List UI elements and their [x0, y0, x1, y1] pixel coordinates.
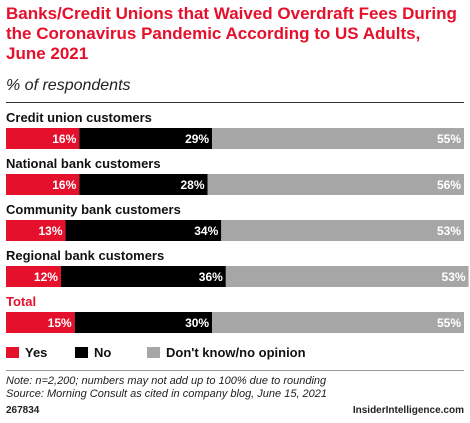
bar-national-bank-customers-don-t-know-no-opinion	[207, 174, 464, 195]
bar-community-bank-customers-don-t-know-no-opinion	[221, 220, 464, 241]
chart-id: 267834	[6, 405, 40, 416]
bar-regional-bank-customers-don-t-know-no-opinion	[225, 266, 469, 287]
category-label-regional-bank-customers: Regional bank customers	[6, 248, 164, 263]
data-label-community-bank-customers-no: 34%	[194, 224, 218, 238]
legend-item-yes: Yes	[6, 345, 47, 360]
note-line: Note: n=2,200; numbers may not add up to…	[6, 375, 327, 387]
data-label-regional-bank-customers-no: 36%	[199, 270, 223, 284]
legend-label-no: No	[94, 345, 112, 360]
data-label-national-bank-customers-no: 28%	[180, 178, 204, 192]
data-label-credit-union-customers-don-t-know-no-opinion: 55%	[437, 132, 461, 146]
bottom-divider	[6, 370, 464, 371]
bar-community-bank-customers-yes	[6, 220, 66, 241]
bar-regional-bank-customers-no	[60, 266, 226, 287]
data-label-regional-bank-customers-yes: 12%	[34, 270, 58, 284]
bar-total-no	[74, 312, 213, 333]
bar-total-don-t-know-no-opinion	[212, 312, 464, 333]
legend-swatch-yes	[6, 347, 19, 358]
data-label-community-bank-customers-don-t-know-no-opinion: 53%	[437, 224, 461, 238]
brand-logo-text: InsiderIntelligence.com	[352, 405, 464, 416]
bar-credit-union-customers-yes	[6, 128, 80, 149]
data-label-total-no: 30%	[185, 316, 209, 330]
legend-swatch-dont-know	[147, 347, 160, 358]
data-label-national-bank-customers-don-t-know-no-opinion: 56%	[437, 178, 461, 192]
legend-item-no: No	[75, 345, 111, 360]
bar-credit-union-customers-no	[79, 128, 213, 149]
legend-label-yes: Yes	[25, 345, 48, 360]
bar-regional-bank-customers-yes	[6, 266, 61, 287]
chart-subtitle: % of respondents	[6, 77, 131, 94]
stacked-bar-chart: Credit union customers 16% 29% 55% National …	[6, 110, 469, 333]
data-label-national-bank-customers-yes: 16%	[52, 178, 76, 192]
data-label-credit-union-customers-yes: 16%	[52, 132, 76, 146]
chart-title: Banks/Credit Unions that Waived Overdraf…	[6, 4, 457, 63]
source-note: Note: n=2,200; numbers may not add up to…	[6, 375, 327, 401]
legend-label-dont-know: Don't know/no opinion	[166, 345, 306, 360]
legend-item-dont-know: Don't know/no opinion	[147, 345, 306, 360]
bar-total-yes	[6, 312, 75, 333]
category-label-credit-union-customers: Credit union customers	[6, 110, 152, 125]
bar-national-bank-customers-yes	[6, 174, 80, 195]
data-label-total-don-t-know-no-opinion: 55%	[437, 316, 461, 330]
data-label-regional-bank-customers-don-t-know-no-opinion: 53%	[442, 270, 466, 284]
top-divider	[6, 102, 464, 103]
category-label-community-bank-customers: Community bank customers	[6, 202, 181, 217]
data-label-community-bank-customers-yes: 13%	[39, 224, 63, 238]
bar-national-bank-customers-no	[79, 174, 208, 195]
source-line: Source: Morning Consult as cited in comp…	[6, 388, 328, 400]
category-label-national-bank-customers: National bank customers	[6, 156, 161, 171]
legend-swatch-no	[75, 347, 88, 358]
data-label-total-yes: 15%	[48, 316, 72, 330]
bar-community-bank-customers-no	[65, 220, 222, 241]
bar-credit-union-customers-don-t-know-no-opinion	[212, 128, 464, 149]
category-label-total: Total	[6, 294, 36, 309]
data-label-credit-union-customers-no: 29%	[185, 132, 209, 146]
